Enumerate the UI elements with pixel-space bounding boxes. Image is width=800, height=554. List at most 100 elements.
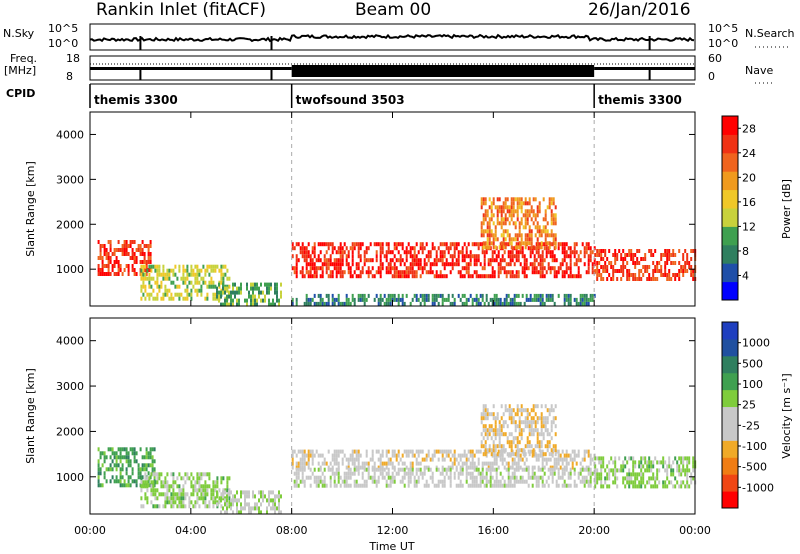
data-region-6	[594, 456, 697, 489]
y-tick-label-2: 3000	[56, 173, 84, 186]
x-tick-label-3: 12:00	[377, 524, 409, 537]
data-region-3	[291, 242, 596, 279]
colorbar-tick-label-2: 100	[742, 378, 763, 391]
colorbar-frame	[721, 115, 739, 301]
colorbar-cell-8	[722, 134, 738, 154]
date-label: 26/Jan/2016	[588, 0, 691, 20]
cpid-row: themis 3300 twofsound 3503 themis 3300	[89, 83, 695, 108]
colorbar-cell-3	[722, 440, 738, 458]
cpid-segment-0: themis 3300	[94, 93, 178, 107]
data-region-4	[293, 467, 596, 488]
colorbar-tick-label-6: 28	[742, 122, 756, 135]
y-tick-label-1: 2000	[56, 218, 84, 231]
colorbar-cell-3	[722, 226, 738, 246]
x-tick-label-4: 16:00	[477, 524, 509, 537]
colorbar-cell-10	[722, 322, 738, 340]
x-tick-label-6: 00:00	[679, 524, 711, 537]
mhz-label: [MHz]	[4, 64, 37, 77]
colorbar-tick-label-7: -1000	[742, 481, 774, 494]
colorbar-cell-9	[722, 116, 738, 135]
nave-label: Nave	[745, 64, 774, 77]
colorbar-tick-label-1: 500	[742, 357, 763, 370]
colorbar-tick-label-5: 24	[742, 147, 756, 160]
colorbar-cell-5	[722, 406, 738, 424]
colorbar-label: Power [dB]	[780, 179, 793, 239]
strip-frame-0	[89, 23, 696, 51]
colorbar-cell-2	[722, 457, 738, 475]
colorbar-cell-6	[722, 389, 738, 408]
time-axis: 00:00 04:00 08:00 12:00 16:00 20:00 00:00 Time …	[74, 112, 711, 553]
colorbar-cell-7	[722, 152, 738, 172]
nsearch-label: N.Search	[745, 27, 795, 40]
freq-tick-top: 18	[66, 52, 80, 65]
data-region-5	[594, 249, 697, 281]
data-region-1	[140, 264, 231, 301]
colorbar-cell-6	[722, 171, 738, 191]
data-region-2	[216, 282, 282, 307]
colorbar-cell-0	[722, 491, 738, 509]
nsearch-tick-top: 10^5	[708, 22, 739, 35]
colorbar-cell-0	[722, 281, 738, 301]
colorbar-tick-label-0: 4	[742, 269, 749, 282]
colorbar-label: Velocity [m s⁻¹]	[780, 373, 793, 458]
y-tick-label-0: 1000	[56, 471, 84, 484]
colorbar-cell-8	[722, 355, 738, 374]
y-tick-label-0: 1000	[56, 263, 84, 276]
colorbar-cell-4	[722, 423, 738, 441]
cpid-label: CPID	[6, 87, 36, 100]
colorbar-cell-1	[722, 474, 738, 492]
y-tick-label-3: 4000	[56, 335, 84, 348]
colorbar-frame	[721, 321, 739, 509]
colorbar-cell-9	[722, 338, 738, 357]
colorbar-tick-label-3: 16	[742, 196, 756, 209]
colorbar-tick-label-4: 20	[742, 171, 756, 184]
cpid-segment-1: twofsound 3503	[296, 93, 405, 107]
nave-tick-bottom: 0	[708, 70, 715, 83]
nsky-trace	[89, 33, 695, 43]
cpid-segment-2: themis 3300	[598, 93, 682, 107]
freq-label: Freq.	[10, 52, 38, 65]
data-region-5	[480, 404, 557, 457]
colorbar-cell-7	[722, 372, 738, 391]
y-tick-label-2: 3000	[56, 380, 84, 393]
velocity-panel: 1000 2000 3000 4000 Slant Range [km] 1000 500 1…	[24, 317, 793, 515]
y-tick-label-1: 2000	[56, 425, 84, 438]
nave-tick-top: 60	[708, 52, 722, 65]
freq-bar-seg-0	[90, 67, 292, 70]
nsky-tick-bottom: 10^0	[48, 37, 79, 50]
freq-tick-bottom: 8	[66, 70, 73, 83]
y-axis-label: Slant Range [km]	[24, 161, 37, 257]
nsearch-tick-bottom: 10^0	[708, 37, 739, 50]
colorbar-tick-label-1: 8	[742, 245, 749, 258]
site-title: Rankin Inlet (fitACF)	[96, 0, 267, 20]
colorbar-cell-2	[722, 244, 738, 264]
colorbar-cell-1	[722, 263, 738, 283]
beam-label: Beam 00	[355, 0, 432, 20]
colorbar-tick-label-2: 12	[742, 220, 756, 233]
x-tick-label-0: 00:00	[74, 524, 106, 537]
data-region-6	[291, 293, 596, 306]
data-region-1	[140, 472, 231, 509]
colorbar-tick-label-4: -25	[742, 419, 760, 432]
x-tick-label-2: 08:00	[276, 524, 308, 537]
colorbar-cell-5	[722, 189, 738, 209]
y-tick-label-3: 4000	[56, 128, 84, 141]
data-region-4	[480, 197, 557, 250]
nsky-label: N.Sky	[3, 27, 35, 40]
colorbar-cell-4	[722, 208, 738, 227]
colorbar-tick-label-3: 25	[742, 399, 756, 412]
colorbar-tick-label-6: -500	[742, 461, 767, 474]
x-tick-label-1: 04:00	[175, 524, 207, 537]
panel-frame-1	[89, 317, 696, 515]
data-region-2	[216, 490, 282, 515]
parameter-strips	[89, 23, 790, 84]
freq-bar-seg-2	[594, 67, 695, 70]
power-panel: 1000 2000 3000 4000 Slant Range [km] 4 8 12 16 20…	[24, 111, 793, 307]
y-axis-label: Slant Range [km]	[24, 368, 37, 464]
colorbar-tick-label-0: 1000	[742, 337, 770, 350]
freq-bar-seg-1	[291, 65, 595, 77]
colorbar-tick-label-5: -100	[742, 440, 767, 453]
x-tick-label-5: 20:00	[578, 524, 610, 537]
x-axis-label: Time UT	[368, 540, 414, 553]
